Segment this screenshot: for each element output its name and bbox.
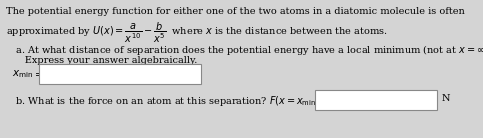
Text: a. At what distance of separation does the potential energy have a local minimum: a. At what distance of separation does t… <box>6 43 483 57</box>
Text: The potential energy function for either one of the two atoms in a diatomic mole: The potential energy function for either… <box>6 7 465 16</box>
Text: N: N <box>442 94 451 103</box>
FancyBboxPatch shape <box>39 64 201 84</box>
FancyBboxPatch shape <box>315 90 437 110</box>
Text: b. What is the force on an atom at this separation? $F(x=x_{\rm min})=$: b. What is the force on an atom at this … <box>6 94 330 108</box>
Text: Express your answer algebraically.: Express your answer algebraically. <box>6 56 198 65</box>
Text: $x_{\rm min}$: $x_{\rm min}$ <box>12 68 33 80</box>
Text: $=$: $=$ <box>33 68 44 78</box>
Text: approximated by $U(x) = \dfrac{a}{x^{10}} - \dfrac{b}{x^5}$  where $x$ is the di: approximated by $U(x) = \dfrac{a}{x^{10}… <box>6 20 388 45</box>
